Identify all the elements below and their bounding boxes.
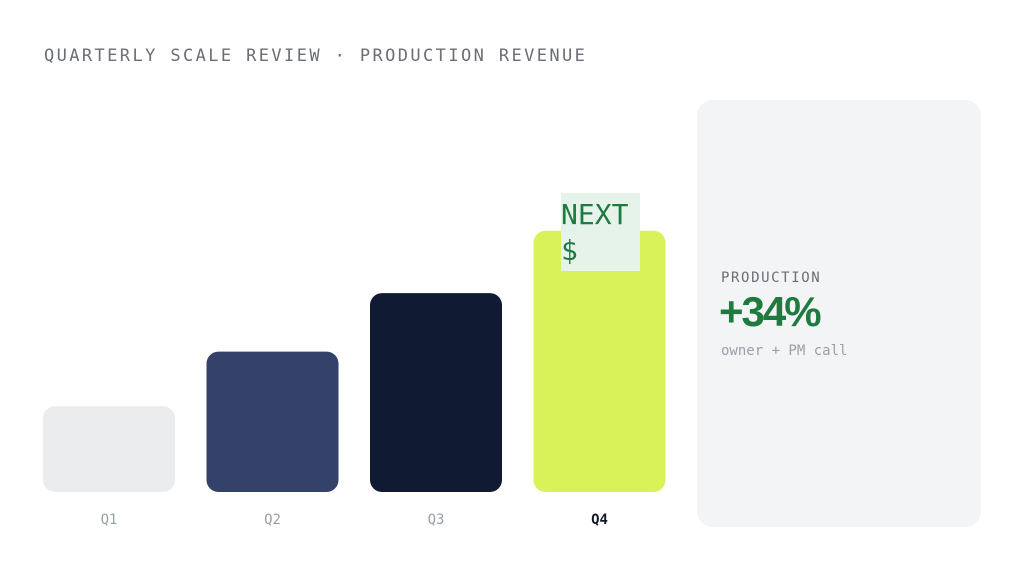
tick-label-q4: Q4 bbox=[591, 512, 608, 528]
chart-title: QUARTERLY SCALE REVIEW · PRODUCTION REVE… bbox=[44, 46, 588, 66]
tick-label-q1: Q1 bbox=[101, 512, 118, 528]
annotation-line-1: NEXT bbox=[561, 198, 629, 231]
annotation-line-2: $ bbox=[561, 234, 578, 267]
q4-bar-annotation: NEXT $ bbox=[561, 193, 640, 271]
summary-note: owner + PM call bbox=[721, 343, 848, 359]
tick-label-q2: Q2 bbox=[264, 512, 281, 528]
summary-value: +34% bbox=[719, 288, 822, 335]
bar-q4 bbox=[533, 230, 666, 492]
bar-chart: Q1 Q2 Q3 Q4 bbox=[43, 230, 666, 528]
bar-q2 bbox=[206, 351, 339, 492]
bar-q1 bbox=[43, 406, 175, 492]
bar-q3 bbox=[370, 293, 502, 492]
summary-label: PRODUCTION bbox=[721, 270, 822, 286]
summary-card: PRODUCTION +34% owner + PM call bbox=[697, 100, 981, 527]
tick-label-q3: Q3 bbox=[428, 512, 445, 528]
